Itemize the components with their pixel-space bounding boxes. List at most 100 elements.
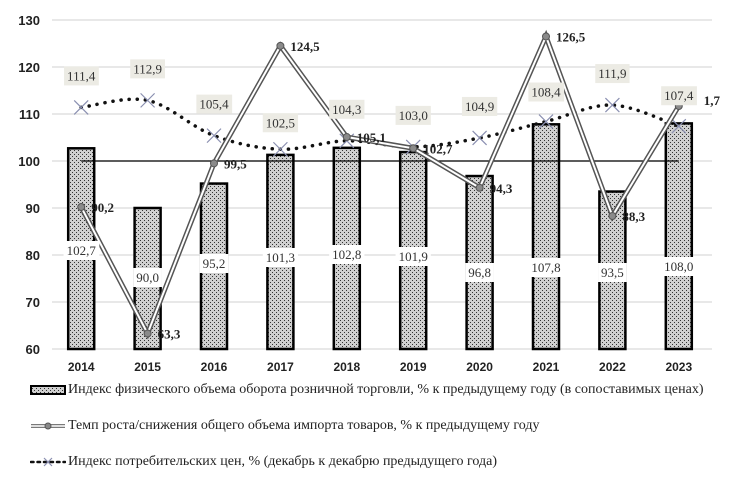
- bar-series: [66, 122, 694, 351]
- cpi-data-labels: 111,4 112,9 105,4 102,5 104,3 103,0 104,9 108,4…: [64, 59, 697, 133]
- bar-data-label: 93,5: [598, 263, 627, 282]
- y-axis-ticks: 60 70 80 90 100 110 120 130: [18, 13, 40, 357]
- cpi-data-label: 112,9: [130, 59, 165, 79]
- y-tick-label: 60: [26, 342, 40, 357]
- import-data-label-text: 102,7: [423, 141, 453, 156]
- cpi-data-label: 107,4: [661, 86, 697, 106]
- cpi-data-label-bg: [64, 66, 99, 86]
- import-data-label: 88,3: [622, 209, 645, 224]
- import-data-label-text: 105,1: [357, 130, 386, 145]
- import-marker: [608, 211, 617, 220]
- y-tick-label: 120: [18, 60, 40, 75]
- legend-label-cpi: Индекс потребительских цен, % (декабрь к…: [68, 454, 497, 469]
- import-data-label: 63,3: [158, 326, 181, 341]
- x-tick-label: 2018: [333, 360, 360, 374]
- cpi-data-label-text: 108,4: [531, 85, 561, 100]
- bar-data-label-bg: [262, 248, 299, 267]
- legend-item-import[interactable]: Темп роста/снижения общего объема импорт…: [30, 418, 728, 434]
- import-data-labels: 90,2 63,3 99,5 124,5 105,1 102,7 94,3 126,5 88,3…: [91, 29, 720, 341]
- x-tick-label: 2014: [68, 360, 95, 374]
- cpi-data-label: 108,4: [528, 82, 565, 102]
- legend-item-cpi[interactable]: Индекс потребительских цен, % (декабрь к…: [30, 454, 728, 470]
- cpi-data-label: 104,3: [329, 99, 365, 119]
- import-data-label-text: 99,5: [224, 156, 247, 171]
- x-tick-label: 2021: [533, 360, 560, 374]
- bar-data-label-text: 102,8: [332, 247, 361, 262]
- import-data-label-text: 124,5: [290, 39, 320, 54]
- import-data-label: 90,2: [91, 200, 114, 215]
- import-data-label-text: 1,7: [704, 93, 721, 108]
- bar-data-label-bg: [395, 247, 431, 266]
- import-data-label: 105,1: [357, 130, 386, 145]
- cpi-data-label-bg: [461, 96, 498, 116]
- import-data-label: 126,5: [556, 29, 586, 44]
- bar-data-label: 90,0: [133, 268, 162, 287]
- bar-data-label-text: 102,7: [67, 243, 97, 258]
- bar-data-label-bg: [199, 254, 229, 273]
- import-marker: [77, 203, 86, 212]
- bar: [664, 122, 694, 351]
- import-marker: [409, 144, 418, 153]
- cpi-data-label-text: 111,4: [67, 68, 96, 83]
- y-tick-label: 80: [26, 248, 40, 263]
- bar-data-labels: 102,7 90,0 95,2 101,3 102,8 101,9 96,8 107,8 93,…: [63, 241, 697, 287]
- cpi-data-label-text: 104,3: [332, 102, 361, 117]
- import-marker: [276, 41, 285, 50]
- legend-label-retail: Индекс физического объема оборота рознич…: [68, 382, 704, 397]
- cpi-line: [79, 97, 681, 152]
- bar-data-label-bg: [661, 257, 697, 276]
- import-marker: [342, 133, 351, 142]
- cpi-data-label-bg: [595, 64, 630, 84]
- import-data-label: 124,5: [290, 39, 320, 54]
- cpi-marker: [671, 118, 687, 134]
- x-tick-label: 2023: [665, 360, 692, 374]
- bar-data-label: 96,8: [465, 263, 494, 282]
- bar-data-label-text: 93,5: [601, 265, 624, 280]
- import-series: [77, 29, 683, 340]
- x-tick-label: 2022: [599, 360, 626, 374]
- import-data-label: 102,7: [423, 141, 453, 156]
- import-data-label-text: 63,3: [158, 326, 181, 341]
- y-tick-label: 100: [18, 154, 40, 169]
- import-marker: [542, 32, 550, 41]
- cpi-data-label-bg: [329, 99, 365, 119]
- y-tick-label: 130: [18, 13, 40, 28]
- y-tick-label: 70: [26, 295, 40, 310]
- cpi-data-label-bg: [262, 113, 299, 133]
- import-marker: [475, 183, 484, 192]
- bar-data-label: 101,3: [262, 248, 299, 267]
- import-data-label: 1,7: [704, 93, 721, 108]
- y-tick-label: 90: [26, 201, 40, 216]
- bar-data-label-text: 96,8: [468, 265, 491, 280]
- bar-data-label: 108,0: [661, 257, 697, 276]
- cpi-data-label-text: 105,4: [199, 97, 229, 112]
- cpi-data-label-bg: [130, 59, 165, 79]
- import-data-label: 99,5: [224, 156, 247, 171]
- cpi-marker: [472, 130, 488, 146]
- legend-label-import: Темп роста/снижения общего объема импорт…: [68, 418, 540, 433]
- bar: [465, 174, 494, 351]
- bar-data-label: 107,8: [528, 258, 564, 277]
- cpi-marker: [140, 92, 156, 108]
- bar-data-label-bg: [528, 258, 564, 277]
- bar-data-label: 101,9: [395, 247, 431, 266]
- cpi-data-label-text: 103,0: [399, 108, 428, 123]
- cpi-data-label: 102,5: [262, 113, 299, 133]
- dotted-cross-swatch-icon: [30, 457, 66, 467]
- import-line: [80, 33, 680, 336]
- bar-data-label-text: 108,0: [664, 259, 693, 274]
- bar-data-label-text: 107,8: [531, 260, 560, 275]
- bar: [531, 123, 561, 351]
- import-marker: [143, 329, 152, 338]
- x-tick-label: 2017: [267, 360, 294, 374]
- bar-data-label-text: 101,3: [266, 250, 295, 265]
- x-tick-label: 2015: [134, 360, 161, 374]
- cpi-data-label: 103,0: [395, 105, 431, 125]
- import-data-label-text: 126,5: [556, 29, 586, 44]
- legend-item-retail[interactable]: Индекс физического объема оборота рознич…: [30, 382, 728, 398]
- bar-data-label-text: 95,2: [203, 256, 226, 271]
- line-diamond-swatch-icon: [31, 422, 65, 430]
- cpi-marker: [73, 99, 89, 115]
- import-data-label-text: 88,3: [622, 209, 645, 224]
